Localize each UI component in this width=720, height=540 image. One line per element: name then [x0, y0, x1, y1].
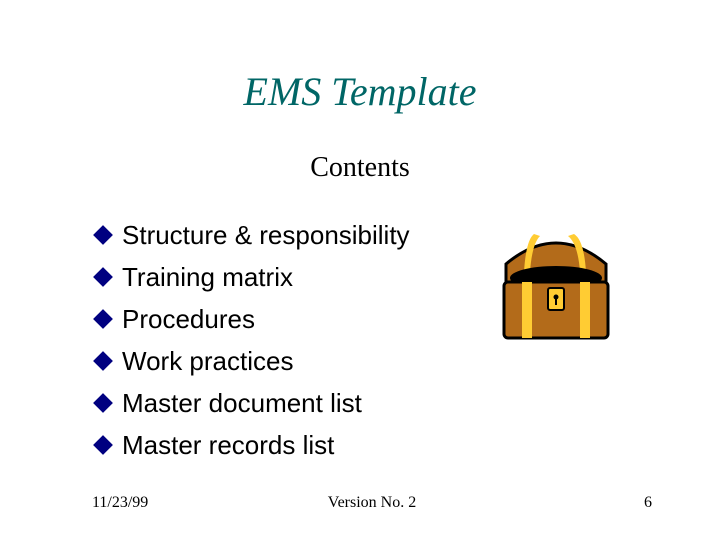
- bullet-text: Procedures: [122, 304, 255, 335]
- bullet-text: Work practices: [122, 346, 293, 377]
- treasure-chest-icon: [476, 212, 636, 372]
- slide-subtitle: Contents: [0, 152, 720, 184]
- list-item: Master records list: [96, 426, 410, 464]
- chest-band: [580, 282, 590, 338]
- bullet-list: Structure & responsibility Training matr…: [96, 216, 410, 468]
- footer-page-number: 6: [465, 494, 660, 512]
- list-item: Work practices: [96, 342, 410, 380]
- slide-footer: 11/23/99 Version No. 2 6: [0, 494, 720, 512]
- diamond-icon: [93, 309, 113, 329]
- chest-keyhole-slot: [555, 298, 557, 305]
- footer-date: 11/23/99: [92, 494, 279, 512]
- list-item: Structure & responsibility: [96, 216, 410, 254]
- list-item: Procedures: [96, 300, 410, 338]
- bullet-text: Master document list: [122, 388, 362, 419]
- list-item: Training matrix: [96, 258, 410, 296]
- diamond-icon: [93, 351, 113, 371]
- diamond-icon: [93, 225, 113, 245]
- diamond-icon: [93, 435, 113, 455]
- bullet-text: Structure & responsibility: [122, 220, 410, 251]
- footer-version: Version No. 2: [279, 494, 466, 512]
- diamond-icon: [93, 393, 113, 413]
- chest-band: [522, 282, 532, 338]
- list-item: Master document list: [96, 384, 410, 422]
- diamond-icon: [93, 267, 113, 287]
- slide-title: EMS Template: [0, 68, 720, 115]
- bullet-text: Training matrix: [122, 262, 293, 293]
- bullet-text: Master records list: [122, 430, 334, 461]
